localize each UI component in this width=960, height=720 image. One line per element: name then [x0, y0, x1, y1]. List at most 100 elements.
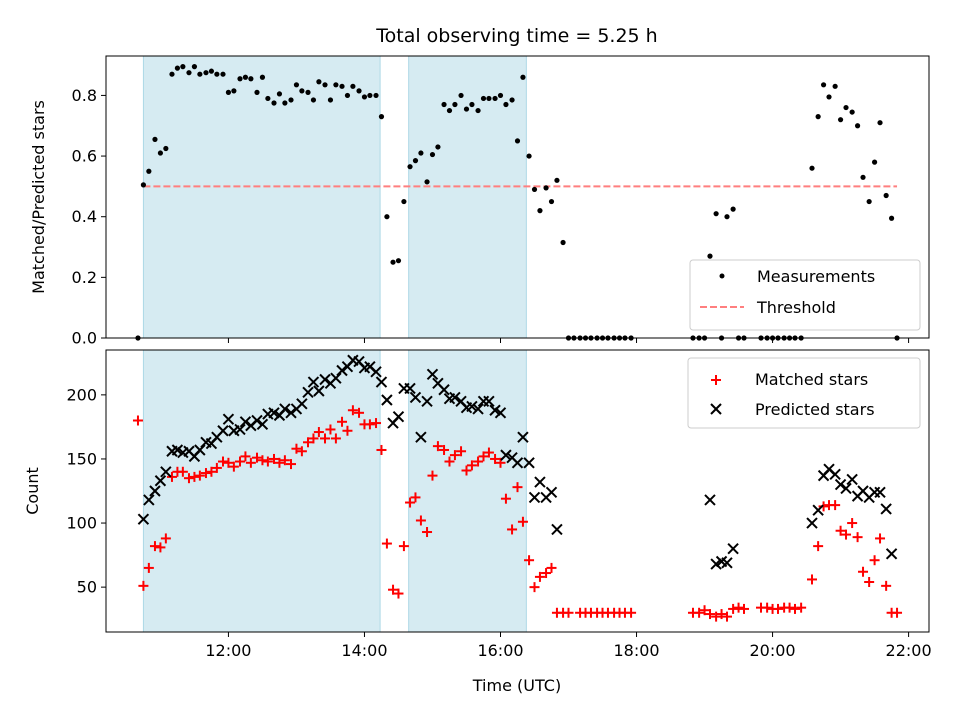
matched-star-marker [177, 466, 188, 477]
matched-star-marker [398, 541, 409, 552]
matched-star-marker [320, 433, 331, 444]
predicted-marker-b [432, 377, 444, 390]
predicted-star-marker [834, 478, 847, 491]
matched-star-marker [456, 446, 467, 457]
measurement-point [871, 159, 878, 165]
matched-star-marker [500, 493, 511, 504]
matched-star-marker [138, 580, 149, 591]
predicted-star-marker [375, 376, 388, 388]
matched-star-marker [626, 607, 637, 618]
predicted-marker-b [160, 466, 172, 478]
matched-star-marker [303, 437, 314, 448]
bottom-ytick-label: 150 [66, 449, 97, 468]
measurement-point [197, 71, 203, 77]
matched-star-marker [490, 453, 501, 464]
bottom-legend-box [687, 357, 921, 429]
measurement-point [730, 206, 736, 212]
predicted-marker-b [183, 445, 195, 457]
measurement-point [174, 65, 181, 71]
matched-star-marker [461, 465, 472, 476]
matched-star-marker [325, 424, 336, 435]
matched-star-marker [291, 443, 302, 454]
predicted-star-marker [534, 476, 546, 488]
predicted-marker-b [251, 414, 263, 427]
matched-star-marker [830, 500, 841, 511]
matched-star-marker [841, 529, 852, 540]
predicted-marker-b [171, 444, 184, 456]
predicted-marker-b [421, 395, 433, 407]
matched-star-marker [721, 611, 732, 622]
measurement-point [849, 109, 855, 115]
predicted-star-marker [500, 449, 512, 461]
matched-star-marker [330, 433, 341, 444]
matched-star-marker [699, 605, 710, 616]
measurement-point [503, 101, 509, 108]
matched-star-marker [262, 456, 273, 467]
measurement-point [475, 107, 481, 114]
measurement-point [520, 74, 526, 80]
measurement-point [220, 71, 226, 77]
measurement-point [843, 104, 849, 111]
bottom-legend: Matched stars Predicted stars [687, 357, 921, 429]
matched-star-marker [694, 607, 705, 618]
matched-star-marker [875, 533, 886, 544]
predicted-star-marker [239, 416, 252, 428]
matched-star-marker [308, 433, 319, 444]
measurement-point [832, 83, 838, 89]
predicted-star-marker [466, 400, 478, 413]
measurement-point [860, 174, 866, 180]
predicted-marker-b [721, 557, 733, 569]
predicted-star-marker [421, 395, 433, 407]
matched-star-marker [381, 538, 392, 549]
measurement-point [237, 76, 243, 82]
matched-star-marker [432, 441, 443, 452]
matched-star-marker [524, 555, 535, 566]
measurement-point [707, 253, 713, 259]
matched-star-marker [784, 602, 795, 613]
bottom-axes-frame [105, 349, 930, 633]
predicted-marker-b [364, 360, 376, 373]
predicted-marker-b [545, 486, 558, 498]
predicted-marker-b [143, 494, 155, 506]
measurement-point [231, 88, 237, 94]
matched-star-marker [160, 533, 171, 544]
measurement-point [854, 123, 861, 129]
predicted-star-marker [319, 373, 331, 386]
measurement-point [554, 177, 560, 183]
measurement-point [225, 89, 232, 95]
bottom-observing-windows [142, 349, 527, 633]
predicted-marker-b [375, 376, 388, 388]
measurement-point [180, 64, 186, 70]
measurement-point [293, 82, 300, 88]
matched-star-marker [269, 453, 280, 464]
predicted-marker-b [313, 385, 325, 397]
top-panel: 0.00.20.40.60.8 Matched/Predicted stars … [29, 55, 930, 348]
measurement-point [435, 144, 441, 150]
matched-star-marker [546, 562, 557, 573]
top-observing-window-1 [408, 55, 527, 339]
matched-star-marker [149, 541, 160, 552]
measurement-point [548, 198, 555, 205]
predicted-marker-b [239, 416, 252, 428]
matched-star-marker [354, 407, 365, 418]
predicted-marker-b [256, 418, 269, 431]
top-legend: Measurements Threshold [689, 259, 921, 331]
bottom-xtick-label: 18:00 [613, 641, 659, 660]
matched-star-marker [388, 584, 399, 595]
predicted-marker-b [330, 372, 342, 384]
matched-star-marker [847, 518, 858, 529]
predicted-star-marker [545, 486, 558, 498]
predicted-star-marker [330, 372, 342, 384]
bottom-ytick-label: 50 [77, 578, 97, 597]
measurement-point [208, 68, 215, 74]
predicted-star-marker [874, 486, 886, 498]
measurement-point [815, 114, 821, 120]
predicted-star-marker [727, 542, 739, 555]
measurement-point [480, 95, 487, 102]
predicted-marker-b [472, 403, 484, 415]
predicted-marker-b [404, 382, 416, 395]
predicted-marker-b [415, 431, 427, 443]
predicted-star-marker [392, 410, 405, 423]
matched-star-marker [852, 532, 863, 543]
